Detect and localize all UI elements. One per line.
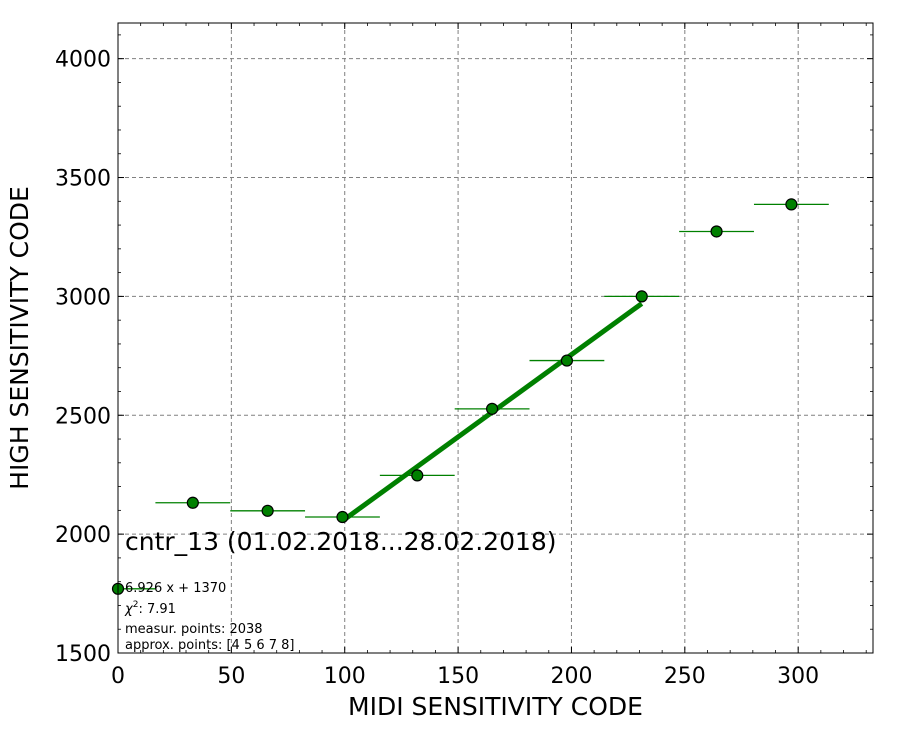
chi-symbol: χ [124, 602, 134, 617]
y-tick-labels: 1500 2000 2500 3000 3500 4000 [55, 48, 111, 667]
data-point [710, 225, 723, 238]
x-tick-label: 0 [111, 664, 125, 689]
x-tick-label: 100 [324, 664, 366, 689]
y-tick-label: 2500 [55, 404, 111, 429]
chi-value: : 7.91 [138, 602, 175, 617]
annotation-measur-points: measur. points: 2038 [125, 622, 263, 637]
y-tick-label: 3500 [55, 167, 111, 192]
annotation-title: cntr_13 (01.02.2018...28.02.2018) [125, 527, 557, 556]
data-points [111, 198, 798, 595]
x-tick-label: 200 [550, 664, 592, 689]
data-point [785, 198, 798, 211]
grid-lines [118, 23, 873, 653]
y-tick-label: 4000 [55, 48, 111, 73]
y-tick-label: 2000 [55, 523, 111, 548]
data-point [336, 510, 349, 524]
data-point [411, 469, 424, 482]
data-point [635, 290, 648, 303]
data-point [485, 402, 499, 415]
data-point [186, 496, 199, 509]
x-tick-label: 250 [664, 664, 706, 689]
x-tick-label: 50 [217, 664, 245, 689]
annotation-chi-square: χ2: 7.91 [124, 600, 176, 617]
annotation-equation: 6.926 x + 1370 [125, 581, 226, 596]
data-point [261, 504, 274, 517]
data-point [560, 354, 574, 367]
chi-exponent: 2 [133, 600, 139, 610]
x-tick-label: 300 [777, 664, 819, 689]
x-tick-labels: 0 50 100 150 200 250 300 [111, 664, 819, 689]
y-tick-label: 1500 [55, 642, 111, 667]
x-tick-label: 150 [437, 664, 479, 689]
y-tick-label: 3000 [55, 285, 111, 310]
y-axis-label: HIGH SENSITIVITY CODE [5, 186, 34, 490]
plot-frame [117, 22, 874, 654]
annotation-approx-points: approx. points: [4 5 6 7 8] [125, 638, 295, 653]
x-axis-label: MIDI SENSITIVITY CODE [348, 692, 643, 721]
